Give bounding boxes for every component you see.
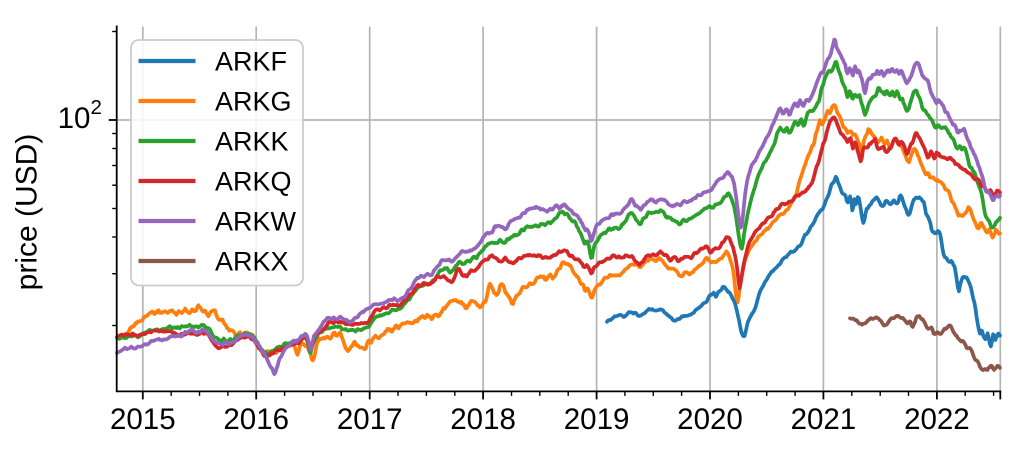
svg-text:ARKK: ARKK — [215, 127, 289, 157]
svg-text:2020: 2020 — [677, 403, 743, 436]
svg-text:price (USD): price (USD) — [11, 134, 44, 291]
svg-text:ARKF: ARKF — [215, 47, 287, 77]
svg-text:10: 10 — [58, 102, 91, 135]
svg-text:2021: 2021 — [791, 403, 857, 436]
svg-text:2019: 2019 — [564, 403, 630, 436]
svg-text:2018: 2018 — [450, 403, 516, 436]
svg-text:ARKW: ARKW — [215, 207, 297, 237]
svg-text:2: 2 — [91, 96, 102, 119]
svg-text:ARKG: ARKG — [215, 87, 292, 117]
svg-text:ARKQ: ARKQ — [215, 167, 292, 197]
svg-text:2017: 2017 — [337, 403, 403, 436]
svg-text:2015: 2015 — [110, 403, 176, 436]
svg-text:ARKX: ARKX — [215, 247, 289, 277]
svg-text:2016: 2016 — [223, 403, 289, 436]
svg-text:2022: 2022 — [904, 403, 970, 436]
